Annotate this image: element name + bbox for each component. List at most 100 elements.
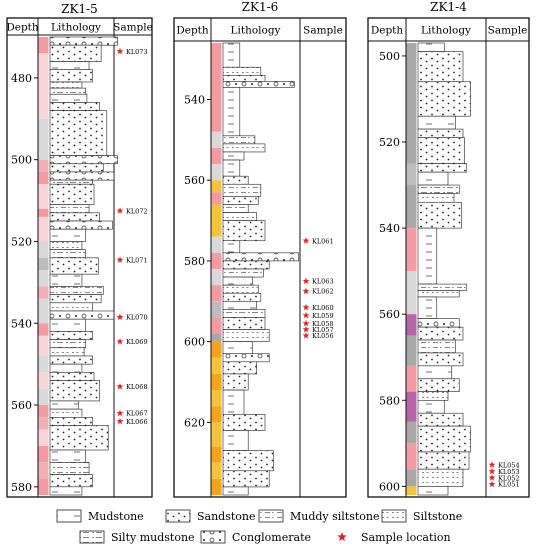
- legend-label: Conglomerate: [232, 531, 311, 544]
- legend-label: Mudstone: [88, 510, 144, 523]
- log-band: [38, 270, 49, 287]
- depth-tick-label: 600: [379, 480, 400, 493]
- log-band: [211, 478, 222, 495]
- lithology-bed-pattern: [223, 430, 249, 451]
- lithology-bed-pattern: [50, 221, 113, 230]
- lithology-bed-pattern: [50, 180, 93, 185]
- sample-label: KL069: [126, 338, 148, 346]
- log-band: [406, 163, 417, 186]
- lithology-bed-pattern: [418, 290, 460, 297]
- log-band: [406, 365, 417, 392]
- legend-item-sandstone: Sandstone: [165, 509, 256, 523]
- lithology-bed-pattern: [223, 470, 270, 487]
- column-title: ZK1-6: [242, 0, 279, 14]
- lithology-bed-pattern: [50, 212, 100, 222]
- legend-item-mudstone: Mudstone: [56, 509, 144, 523]
- lithology-bed-pattern: [223, 204, 249, 213]
- lithology-bed-pattern: [50, 204, 90, 213]
- legend-label: Sample location: [361, 531, 451, 544]
- lithology-bed-pattern: [418, 296, 437, 319]
- lithology-bed-pattern: [418, 391, 448, 401]
- lithology-header: Lithology: [231, 25, 281, 37]
- depth-tick-label: 540: [11, 317, 32, 330]
- log-band: [211, 357, 222, 374]
- lithology-bed-pattern: [418, 327, 463, 341]
- lithology-bed-pattern: [418, 51, 463, 82]
- depth-tick-label: 600: [184, 336, 205, 349]
- log-band: [211, 204, 222, 237]
- log-band: [38, 417, 49, 430]
- legend-label: Muddy siltstone: [290, 510, 380, 523]
- lithology-bed-pattern: [50, 163, 104, 172]
- legend-item-silty-mudstone: Silty mudstone: [79, 530, 195, 544]
- lithology-bed-pattern: [223, 486, 249, 495]
- lithology-bed-pattern: [223, 309, 265, 318]
- lithology-bed-pattern: [223, 75, 265, 82]
- log-band: [406, 486, 417, 495]
- lithology-bed-pattern: [223, 81, 295, 88]
- sample-label: KL056: [312, 332, 334, 340]
- lithology-bed-pattern: [50, 331, 93, 340]
- sample-star-icon: [302, 325, 310, 333]
- legend-swatch-pattern: [201, 531, 225, 543]
- depth-tick-label: 480: [11, 72, 32, 85]
- sample-label: KL071: [126, 256, 148, 264]
- sample-star-icon: [302, 277, 310, 285]
- lithology-bed-pattern: [223, 151, 244, 161]
- sample-label: KL052: [498, 474, 520, 482]
- lithology-bed-pattern: [50, 102, 100, 111]
- sample-label: KL051: [498, 481, 520, 489]
- lithology-bed-pattern: [50, 110, 107, 156]
- lithology-bed-pattern: [50, 380, 100, 401]
- log-band: [38, 241, 49, 258]
- depth-tick-label: 580: [184, 255, 205, 268]
- depth-tick-label: 560: [379, 308, 400, 321]
- log-band: [38, 37, 49, 54]
- sample-label: KL073: [126, 48, 148, 56]
- log-band: [211, 252, 222, 269]
- log-band: [211, 269, 222, 286]
- depth-header: Depth: [371, 25, 404, 37]
- lithology-bed-pattern: [50, 425, 109, 451]
- lithology-bed-pattern: [50, 450, 86, 463]
- log-band: [406, 43, 417, 164]
- lithology-bed-pattern: [50, 294, 102, 303]
- borehole-column-zk1-4: ZK1-4 Depth Lithology Sample 500 520 540 560 580…: [367, 0, 530, 498]
- log-band: [38, 429, 49, 446]
- lithology-bed-pattern: [223, 240, 240, 253]
- log-band: [211, 446, 222, 463]
- lithology-bed-pattern: [223, 252, 299, 261]
- lithology-bed-pattern: [223, 373, 249, 391]
- sample-label: KL070: [126, 314, 148, 322]
- depth-tick-label: 540: [379, 222, 400, 235]
- log-band: [211, 236, 222, 253]
- log-band: [211, 462, 222, 479]
- log-band: [38, 445, 49, 463]
- log-band: [211, 285, 222, 302]
- lithology-bed-pattern: [418, 365, 452, 379]
- sample-star-icon: [116, 256, 124, 263]
- lithology-bed-pattern: [50, 88, 86, 95]
- lithology-bed-pattern: [50, 347, 85, 356]
- log-band: [211, 406, 222, 423]
- log-band: [38, 184, 49, 209]
- legend-swatch-pattern: [166, 510, 190, 522]
- sample-header: Sample: [303, 25, 343, 37]
- log-band: [211, 192, 222, 205]
- lithology-header: Lithology: [51, 22, 101, 34]
- depth-tick-label: 520: [379, 136, 400, 149]
- sample-label: KL066: [126, 418, 148, 426]
- legend-swatch-pattern: [259, 510, 283, 522]
- lithology-bed-pattern: [418, 284, 467, 291]
- lithology-bed-pattern: [418, 469, 463, 487]
- lithology-bed-pattern: [223, 285, 259, 294]
- lithology-bed-pattern: [418, 172, 448, 186]
- lithology-bed-pattern: [418, 352, 463, 366]
- lithology-bed-pattern: [418, 486, 448, 495]
- lithology-bed-pattern: [418, 43, 445, 52]
- lithology-header: Lithology: [421, 25, 471, 37]
- sample-label: KL057: [312, 326, 334, 334]
- legend-item-siltstone: Siltstone: [381, 509, 462, 523]
- lithology-bed-pattern: [418, 163, 467, 173]
- depth-tick-label: 580: [379, 394, 400, 407]
